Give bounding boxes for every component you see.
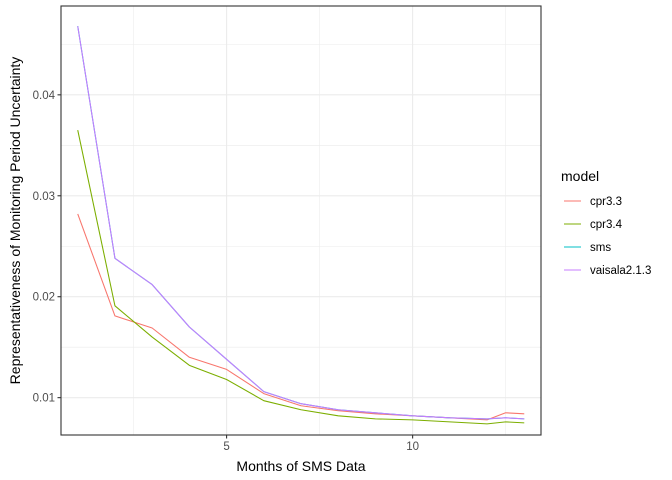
y-axis-title: Representativeness of Monitoring Period …: [7, 57, 23, 385]
x-tick-label: 5: [223, 441, 229, 453]
series-line-vaisala2-1-3: [77, 26, 525, 420]
legend-label-sms: sms: [590, 242, 611, 254]
y-axis-ticks: 0.01 0.02 0.03 0.04: [33, 90, 61, 405]
y-tick-label: 0.04: [33, 90, 56, 102]
legend-label-cpr3-4: cpr3.4: [590, 219, 623, 231]
legend-title: model: [561, 168, 599, 184]
series-lines: [77, 26, 525, 425]
x-axis-ticks: 5 10: [223, 435, 419, 453]
minor-gridlines: [61, 6, 541, 435]
legend-label-vaisala2-1-3: vaisala2.1.3: [590, 265, 651, 277]
y-tick-label: 0.01: [33, 393, 55, 405]
legend-label-cpr3-3: cpr3.3: [590, 196, 622, 208]
series-line-cpr3-3: [77, 213, 525, 421]
y-tick-label: 0.02: [33, 292, 55, 304]
series-line-cpr3-4: [77, 130, 525, 425]
panel-border: [60, 5, 542, 436]
x-tick-label: 10: [406, 441, 419, 453]
y-tick-label: 0.03: [33, 191, 55, 203]
x-axis-title: Months of SMS Data: [236, 458, 365, 474]
legend: model cpr3.3 cpr3.4 sms vaisala2.1.3: [561, 168, 651, 277]
series-line-sms: [77, 26, 525, 420]
major-gridlines: [61, 6, 541, 435]
